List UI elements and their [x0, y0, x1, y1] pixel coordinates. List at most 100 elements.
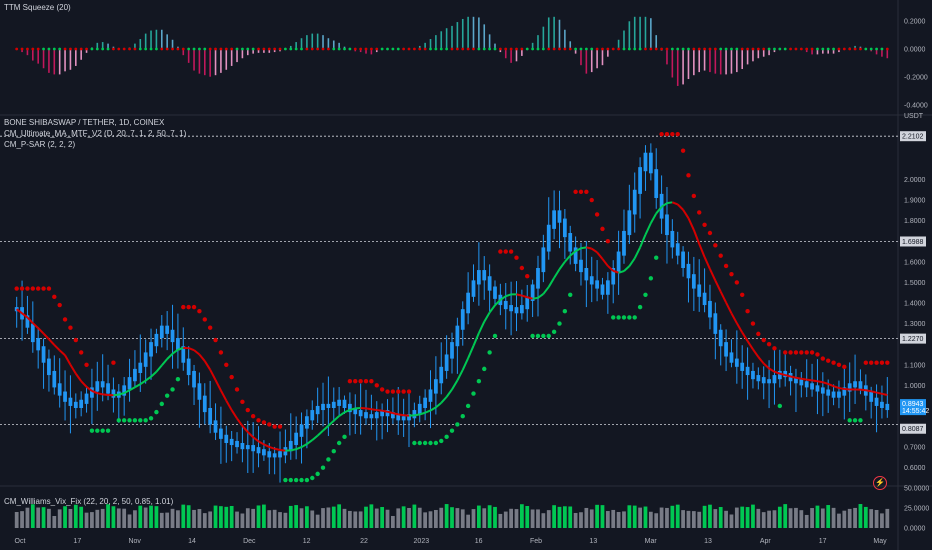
candle-body — [503, 300, 508, 310]
squeeze-dot — [864, 47, 868, 51]
candle-body — [412, 410, 417, 419]
vix-bar — [133, 510, 137, 528]
vix-bar — [444, 504, 449, 528]
candle-body — [433, 379, 438, 394]
candle-body — [41, 346, 46, 363]
psar-dot — [874, 360, 879, 365]
psar-dot — [482, 366, 487, 372]
psar-dot — [41, 286, 46, 291]
squeeze-dot — [332, 47, 336, 51]
squeeze-dot — [649, 47, 653, 51]
candle-body — [595, 280, 599, 289]
psar-dot — [342, 434, 347, 440]
ma-line-segment — [467, 345, 475, 359]
vix-bar — [278, 512, 282, 528]
ma-line-segment — [822, 381, 829, 385]
psar-dot — [138, 418, 143, 423]
ma-line-segment — [21, 312, 29, 319]
psar-dot — [487, 350, 492, 355]
psar-dot — [815, 352, 820, 357]
ma-line-segment — [209, 369, 217, 381]
psar-dot — [584, 189, 589, 195]
squeeze-dot — [493, 47, 497, 51]
candle-body — [493, 286, 497, 299]
psar-dot — [562, 309, 568, 314]
candle-body — [127, 377, 132, 390]
vix-bar — [170, 508, 175, 528]
ma-line-segment — [371, 408, 377, 412]
squeeze-dot — [128, 47, 131, 51]
ma-indicator-label[interactable]: CM_Ultimate_MA_MTF_V2 (D, 20, 7, 1, 2, 5… — [4, 129, 187, 138]
squeeze-dot — [466, 47, 470, 51]
ma-line-segment — [435, 402, 442, 409]
ma-line-segment — [311, 434, 319, 441]
vix-bar — [595, 504, 599, 528]
time-axis-label: Apr — [760, 538, 772, 545]
vix-bar — [79, 506, 84, 528]
candle-body — [407, 414, 411, 421]
candle-body — [831, 391, 836, 398]
candle-body — [272, 453, 277, 458]
ma-line-segment — [230, 409, 238, 420]
squeeze-dot — [869, 47, 873, 51]
ma-line-segment — [134, 383, 141, 389]
candle-body — [30, 323, 35, 343]
vix-bar — [14, 512, 19, 528]
vix-bar — [165, 512, 170, 528]
vix-bar — [562, 506, 567, 528]
squeeze-dot — [214, 47, 217, 51]
psar-dot — [299, 477, 304, 483]
squeeze-dot — [875, 47, 878, 51]
ma-line-segment — [322, 424, 330, 432]
squeeze-dot — [488, 47, 492, 51]
candle-body — [579, 259, 583, 273]
ma-line-segment — [591, 247, 598, 254]
candle-body — [73, 401, 78, 408]
vix-bar — [745, 507, 750, 528]
vix-indicator-label[interactable]: CM_Williams_Vix_Fix (22, 20, 2, 50, 0.85… — [4, 497, 174, 506]
ma-line-segment — [628, 257, 636, 267]
squeeze-dot — [778, 47, 782, 51]
candle-body — [665, 214, 669, 236]
vix-bar — [294, 505, 299, 528]
ma-line-segment — [365, 407, 372, 411]
psar-dot — [766, 341, 772, 347]
candle-body — [874, 397, 879, 406]
candle-body — [482, 270, 487, 281]
psar-dot — [181, 304, 186, 310]
vix-bar — [541, 513, 546, 528]
psar-dot — [439, 438, 444, 444]
ma-line-segment — [817, 380, 824, 384]
ma-line-segment — [430, 406, 437, 412]
psar-dot — [740, 292, 745, 297]
price-axis-tick: 1.9000 — [904, 198, 926, 205]
psar-dot — [121, 418, 127, 423]
candle-body — [546, 224, 551, 252]
psar-dot — [78, 350, 84, 355]
squeeze-dot — [552, 47, 556, 51]
candle-body — [654, 169, 659, 198]
psar-indicator-label[interactable]: CM_P-SAR (2, 2, 2) — [4, 140, 76, 149]
ma-line-segment — [687, 217, 695, 231]
ma-line-segment — [774, 370, 781, 375]
candle-body — [439, 366, 444, 384]
candle-body — [751, 370, 755, 380]
squeeze-dot — [208, 47, 212, 51]
time-axis-label: 2023 — [414, 538, 430, 545]
psar-dot — [422, 440, 428, 446]
squeeze-indicator-label[interactable]: TTM Squeeze (20) — [4, 3, 71, 12]
vix-bar — [627, 505, 632, 528]
ma-line-segment — [725, 302, 733, 314]
vix-bar — [100, 508, 105, 528]
ma-line-segment — [768, 367, 775, 373]
squeeze-dot — [192, 47, 196, 51]
lightning-icon[interactable]: ⚡ — [873, 476, 887, 490]
ma-line-segment — [376, 409, 383, 412]
ma-line-segment — [741, 331, 749, 342]
psar-dot — [492, 333, 498, 339]
squeeze-dot — [660, 47, 663, 51]
vix-bar — [143, 507, 148, 528]
vix-bar — [401, 506, 406, 528]
candle-body — [47, 358, 51, 376]
